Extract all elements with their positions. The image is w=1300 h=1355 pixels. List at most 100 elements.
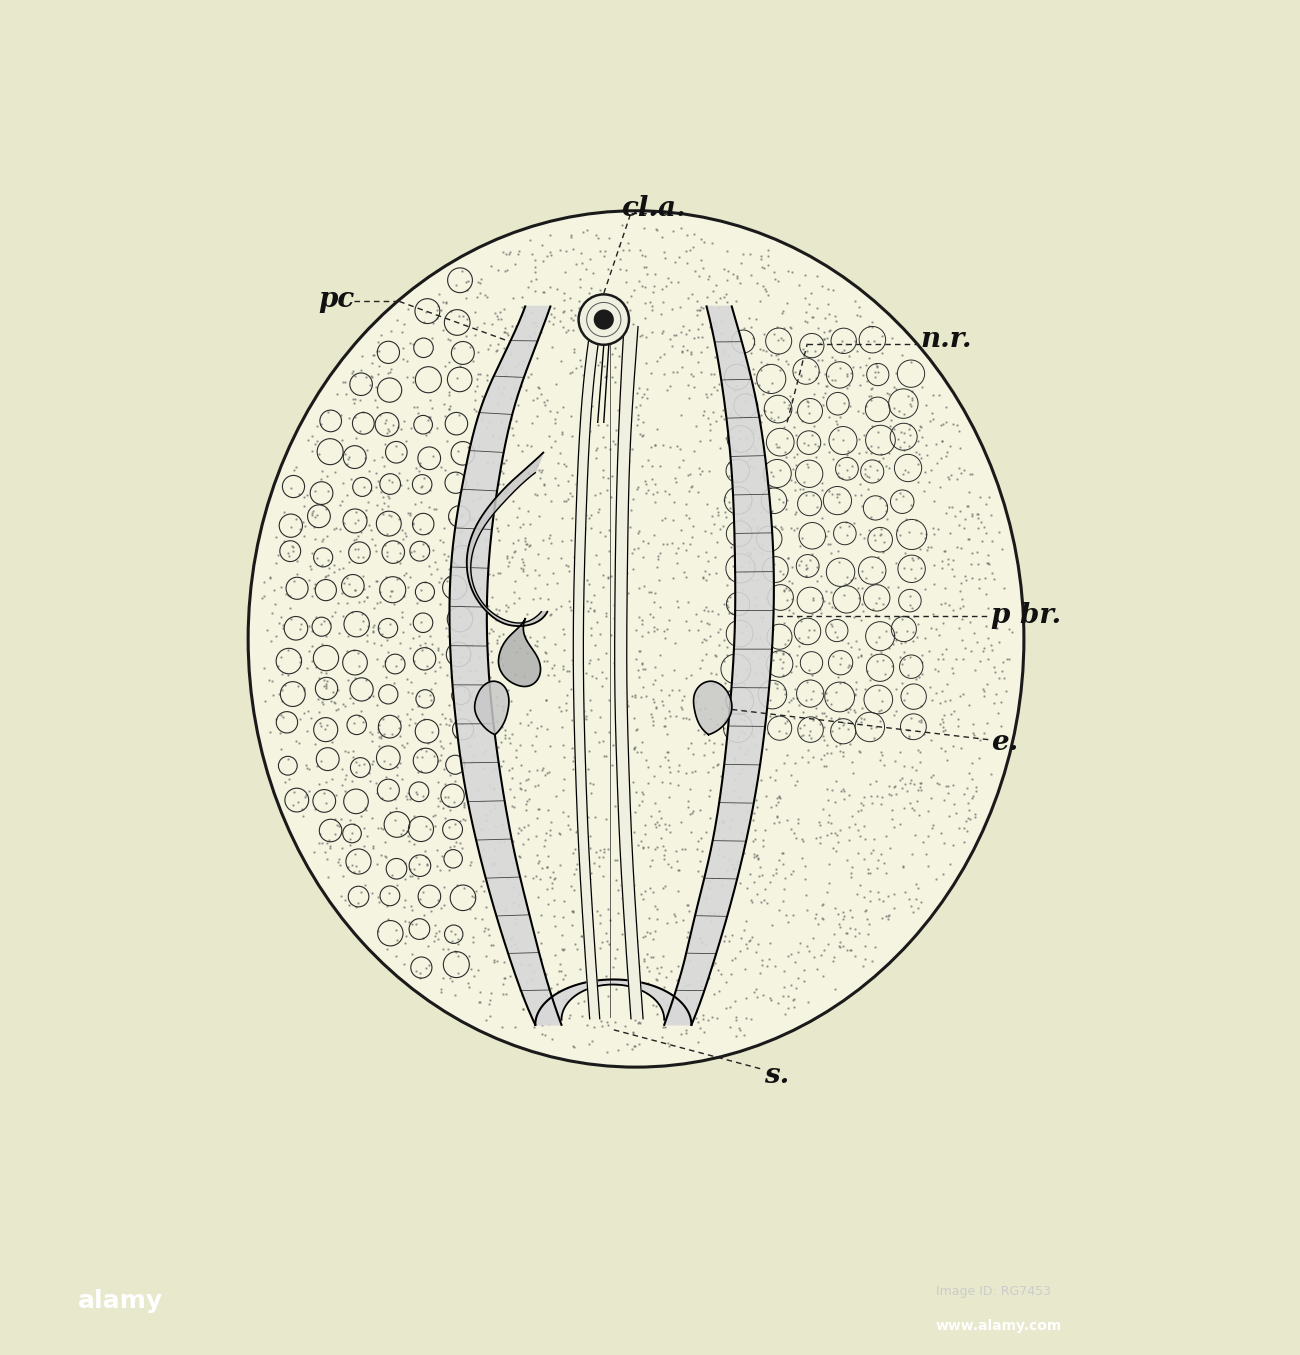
Point [668,596,689,618]
Point [481,982,502,1004]
Point [316,714,337,736]
Point [764,262,785,283]
Point [714,259,734,280]
Point [653,321,673,343]
Point [702,1005,723,1027]
Point [387,531,408,553]
Point [736,615,757,637]
Point [649,814,670,836]
Point [313,610,334,631]
Point [852,793,872,814]
Point [650,596,671,618]
Point [508,497,529,519]
Point [488,520,508,542]
Point [608,346,629,367]
Point [465,546,486,568]
Point [664,491,685,512]
Point [959,611,980,633]
Point [642,299,663,321]
Point [604,947,625,969]
Point [368,892,389,913]
Point [781,556,802,577]
Point [781,588,802,610]
Point [790,364,811,386]
Point [512,984,533,1005]
Point [404,713,425,734]
Point [688,351,709,373]
Point [949,817,970,839]
Point [746,569,767,591]
Point [841,455,862,477]
Point [537,799,558,821]
Point [750,245,771,267]
Point [491,635,512,657]
Point [316,524,337,546]
Point [905,874,926,896]
Point [651,679,672,701]
Point [763,409,784,431]
Point [426,306,447,328]
Point [907,626,928,648]
Point [785,656,806,678]
Point [333,512,354,534]
Point [337,592,358,614]
Point [850,608,871,630]
Point [819,534,840,556]
Point [650,808,671,829]
Point [638,961,659,982]
Point [734,317,755,339]
Point [419,556,439,577]
Point [888,400,909,421]
Point [497,259,517,280]
Point [959,528,980,550]
Point [313,694,334,715]
Point [802,664,823,686]
Point [506,314,526,336]
Point [434,393,455,415]
Point [676,504,697,526]
Point [671,810,692,832]
Point [420,679,441,701]
Point [901,798,922,820]
Point [880,785,901,806]
Point [803,747,824,768]
Point [304,528,325,550]
Point [363,749,384,771]
Point [715,672,736,694]
Point [485,837,506,859]
Point [614,760,634,782]
Point [725,469,746,491]
Point [853,600,874,622]
Point [393,337,413,359]
Point [598,690,619,711]
Point [462,602,482,623]
Point [447,934,468,955]
Point [552,967,573,989]
Point [482,776,503,798]
Point [438,508,459,530]
Point [344,580,365,602]
Point [438,398,459,420]
Point [601,565,621,587]
Point [884,883,905,905]
Point [750,607,771,629]
Point [663,566,684,588]
Point [926,869,946,890]
Point [433,531,454,553]
Point [664,905,685,927]
Point [770,561,790,583]
Point [905,509,926,531]
Point [588,299,608,321]
Point [679,318,699,340]
Point [867,436,888,458]
Point [894,774,915,795]
Point [651,278,672,299]
Point [624,737,645,759]
Point [552,924,573,946]
Point [836,923,857,944]
Point [991,660,1011,682]
Point [486,508,507,530]
Point [564,339,585,360]
Point [500,757,521,779]
Point [693,629,714,650]
